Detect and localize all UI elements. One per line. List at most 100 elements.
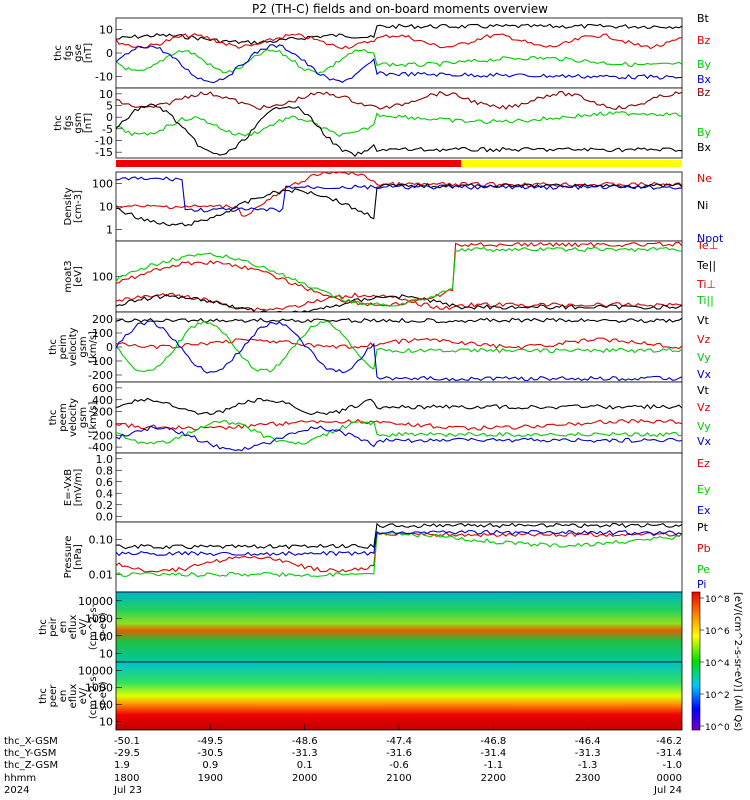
x-axis-value: -46.4 xyxy=(575,736,601,747)
y-axis-label: en xyxy=(58,690,69,703)
y-axis-label: fgs xyxy=(63,115,74,130)
y-axis-label: gse xyxy=(73,44,84,62)
y-tick-label: 100 xyxy=(92,271,113,284)
y-axis-label: eV/ xyxy=(78,618,89,635)
mode-bar-segment xyxy=(461,160,682,167)
legend-entry: Pb xyxy=(697,542,711,555)
spectrogram xyxy=(116,662,682,730)
series-Ni xyxy=(115,182,683,227)
x-axis-value: -46.8 xyxy=(480,736,506,747)
series-Npot xyxy=(115,176,683,213)
x-axis-row-label: hhmm xyxy=(4,773,36,784)
x-axis-value: -0.6 xyxy=(389,760,409,771)
y-axis-label: (cm^2-s- xyxy=(88,672,99,719)
panel-frame xyxy=(115,87,683,159)
legend-entry: Bt xyxy=(697,12,710,25)
x-axis-value: -49.5 xyxy=(197,736,223,747)
y-axis-label: peer xyxy=(48,684,59,708)
y-axis-label: fgs xyxy=(63,45,74,60)
legend-entry: Bz xyxy=(697,86,711,99)
y-tick-label: 0.10 xyxy=(89,534,114,547)
series-Te|| xyxy=(115,293,683,313)
panel-1: 10 0 -10 thc fgs gse [nT] Bt Bz By Bx xyxy=(53,12,712,89)
x-axis-value: 2300 xyxy=(575,773,600,784)
y-axis-label: thc xyxy=(38,619,49,635)
series-Vz xyxy=(116,337,683,350)
x-axis-value: -50.1 xyxy=(114,736,140,747)
x-axis-row-label: thc_X-GSM xyxy=(4,736,58,747)
x-axis-value: -31.6 xyxy=(386,748,412,759)
legend-entry: Ex xyxy=(697,504,711,517)
y-tick-label: 1 xyxy=(106,224,113,237)
colorbar: 10^8 10^6 10^4 10^2 10^0 [eV/(cm^2-s-sr-eV)]… xyxy=(691,591,743,733)
panel-background xyxy=(116,88,682,158)
series-Ti|| xyxy=(115,246,682,307)
x-axis-value: 0.1 xyxy=(297,760,313,771)
y-axis-label: E=-VxB xyxy=(63,469,74,506)
y-tick-label: 100 xyxy=(92,178,113,191)
x-axis-value: -1.3 xyxy=(578,760,598,771)
y-axis-label: thc xyxy=(53,115,64,131)
y-axis-label: peim xyxy=(58,334,69,359)
y-axis-label: [cm-3] xyxy=(73,190,84,223)
y-tick-label: 0 xyxy=(106,47,113,60)
legend-entry: Ti|| xyxy=(696,294,714,307)
x-axis-value: -30.5 xyxy=(197,748,223,759)
colorbar-tick-label: 10^6 xyxy=(705,627,730,637)
legend-entry: Ti⊥ xyxy=(696,278,716,291)
series-By xyxy=(115,111,683,138)
legend-entry: Ni xyxy=(697,199,708,212)
panel-10: 10000 1000 100 10 thc peer en eflux eV/(cm^2-s-s… xyxy=(38,661,683,731)
legend-entry: Ey xyxy=(697,483,711,496)
colorbar-tick-label: 10^2 xyxy=(705,691,730,701)
x-axis-value: 0.9 xyxy=(202,760,218,771)
y-tick-label: 1000 xyxy=(85,612,113,625)
y-axis-label: en xyxy=(58,621,69,634)
y-tick-label: 0.6 xyxy=(96,476,114,489)
y-tick-label: 10 xyxy=(99,201,113,214)
panel-8: 0.10 0.01 Pressure [nPa] Pt Pb Pe Pi xyxy=(63,521,711,593)
y-tick-label: 10000 xyxy=(78,595,113,608)
y-tick-label: 100 xyxy=(92,630,113,643)
series-Vt xyxy=(115,397,683,416)
series-Ti⊥ xyxy=(115,241,683,307)
y-tick-label: 100 xyxy=(92,699,113,712)
y-tick-label: -10 xyxy=(95,135,113,148)
x-axis-value: -46.2 xyxy=(656,736,682,747)
series-Pt xyxy=(115,522,683,550)
y-axis-label: thc xyxy=(38,688,49,704)
legend-entry: Npot xyxy=(697,232,724,245)
y-axis-label: sr-eV) xyxy=(98,681,109,710)
y-axis-label: eV/ xyxy=(78,687,89,704)
y-axis-label: eflux xyxy=(68,615,79,640)
y-axis-label: eflux xyxy=(68,684,79,709)
panel-background xyxy=(116,453,682,522)
legend-entry: Vt xyxy=(697,384,710,397)
x-axis-value: 1800 xyxy=(114,773,139,784)
y-tick-label: -400 xyxy=(88,441,113,454)
y-tick-label: -200 xyxy=(88,369,113,382)
colorbar-gradient xyxy=(691,591,701,731)
series-Ne xyxy=(115,171,683,217)
y-tick-label: 0 xyxy=(106,417,113,430)
colorbar-tick-label: 10^0 xyxy=(705,723,730,733)
y-tick-label: 0 xyxy=(106,341,113,354)
x-axis-value: 2200 xyxy=(481,773,506,784)
y-tick-label: 0.01 xyxy=(89,569,114,582)
series-Bx xyxy=(115,44,683,84)
y-axis-label: [nT] xyxy=(83,43,94,63)
mode-bar-segment xyxy=(116,160,462,167)
y-axis-label: sr-eV) xyxy=(98,612,109,641)
series-Bz xyxy=(115,32,683,50)
legend-entry: Vy xyxy=(697,351,711,364)
y-tick-label: 400 xyxy=(92,394,113,407)
x-axis-value: -31.3 xyxy=(292,748,318,759)
series-Vz xyxy=(115,418,683,431)
y-tick-label: 0.0 xyxy=(96,510,114,523)
x-axis-value: -47.4 xyxy=(386,736,412,747)
legend-entry: Ez xyxy=(697,457,710,470)
x-axis-row-label: thc_Y-GSM xyxy=(4,748,56,759)
y-axis-label: gsm xyxy=(73,112,84,133)
